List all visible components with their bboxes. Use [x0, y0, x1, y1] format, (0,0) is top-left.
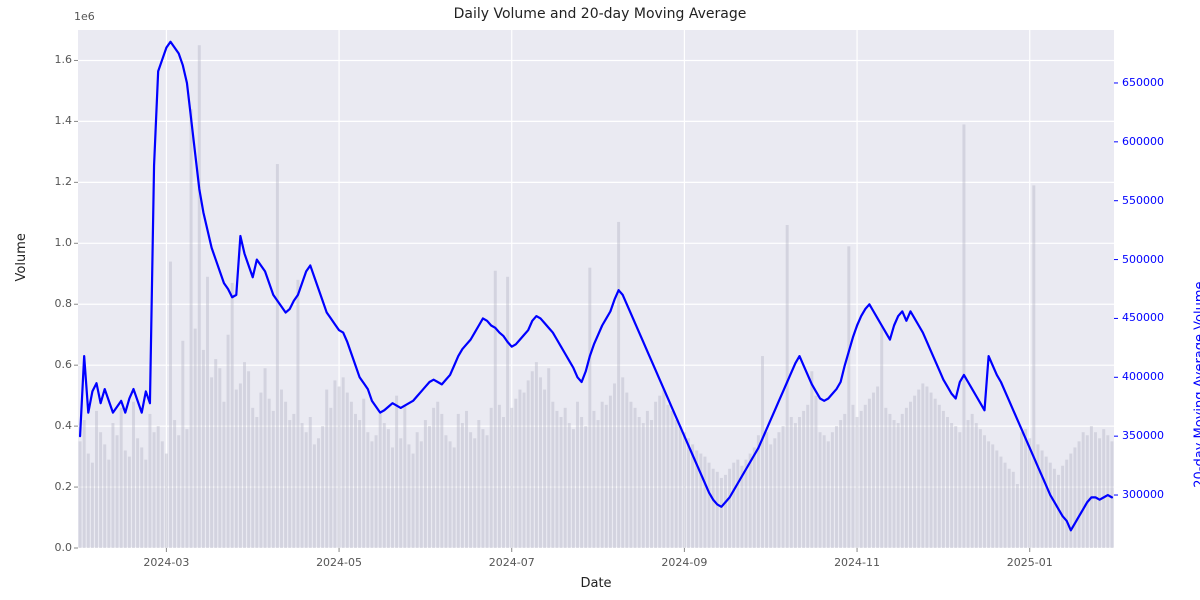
tick-label: 1.0 [44, 236, 72, 249]
tick-label: 650000 [1122, 76, 1164, 89]
tick-label: 450000 [1122, 311, 1164, 324]
tick-label: 2025-01 [1007, 556, 1053, 569]
tick-label: 0.8 [44, 297, 72, 310]
tick-label: 300000 [1122, 488, 1164, 501]
volume-ma-chart: Daily Volume and 20-day Moving Average 1… [0, 0, 1200, 600]
tick-label: 2024-05 [316, 556, 362, 569]
tick-label: 0.0 [44, 541, 72, 554]
tick-label: 1.2 [44, 175, 72, 188]
tick-label: 1.4 [44, 114, 72, 127]
tick-label: 0.4 [44, 419, 72, 432]
tick-label: 350000 [1122, 429, 1164, 442]
tick-label: 0.6 [44, 358, 72, 371]
tick-label: 2024-09 [661, 556, 707, 569]
tick-label: 2024-11 [834, 556, 880, 569]
tick-label: 0.2 [44, 480, 72, 493]
tick-label: 2024-07 [489, 556, 535, 569]
tick-label: 500000 [1122, 253, 1164, 266]
tick-label: 2024-03 [143, 556, 189, 569]
tick-label: 400000 [1122, 370, 1164, 383]
tick-label: 600000 [1122, 135, 1164, 148]
tick-label: 1.6 [44, 53, 72, 66]
chart-svg [0, 0, 1200, 600]
tick-label: 550000 [1122, 194, 1164, 207]
